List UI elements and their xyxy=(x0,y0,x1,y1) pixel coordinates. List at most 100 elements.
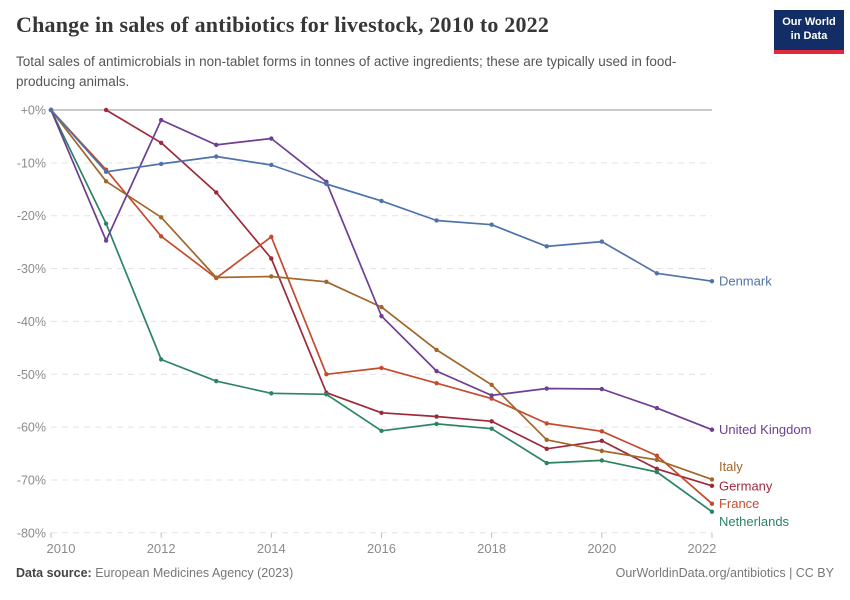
chart-subtitle: Total sales of antimicrobials in non-tab… xyxy=(16,54,677,89)
data-point xyxy=(489,419,494,424)
series-label-netherlands[interactable]: Netherlands xyxy=(719,514,790,529)
series-label-italy[interactable]: Italy xyxy=(719,459,743,474)
data-point xyxy=(654,466,660,472)
data-point xyxy=(324,372,329,377)
page-title: Change in sales of antibiotics for lives… xyxy=(16,12,550,37)
data-point xyxy=(214,378,219,384)
data-point xyxy=(489,222,494,227)
data-point xyxy=(214,154,219,159)
data-point xyxy=(709,483,715,488)
x-axis-tick-label: 2016 xyxy=(367,541,396,556)
y-axis-tick-label: -50% xyxy=(17,368,46,382)
data-point xyxy=(103,169,109,175)
data-point xyxy=(103,179,109,184)
data-point xyxy=(269,162,274,168)
data-point xyxy=(599,448,604,454)
data-point xyxy=(158,161,164,167)
data-point xyxy=(544,244,549,249)
y-axis-tick-label: -60% xyxy=(17,421,46,435)
series-label-germany[interactable]: Germany xyxy=(719,478,773,493)
x-axis-tick-label: 2022 xyxy=(687,541,716,556)
data-point xyxy=(654,271,660,276)
data-point xyxy=(379,410,384,416)
owid-logo-line2: in Data xyxy=(790,30,828,42)
data-point xyxy=(489,426,494,431)
data-point xyxy=(709,427,715,432)
data-point xyxy=(158,357,164,362)
data-point xyxy=(544,386,549,391)
data-point xyxy=(434,381,439,386)
y-axis-tick-label: -70% xyxy=(17,473,46,487)
x-axis-tick-label: 2014 xyxy=(257,541,286,556)
y-axis-tick-label: -40% xyxy=(17,315,46,329)
data-point xyxy=(214,142,219,148)
data-point xyxy=(379,313,384,319)
data-point xyxy=(709,477,715,482)
data-point xyxy=(269,391,274,396)
data-point xyxy=(269,136,274,141)
data-point xyxy=(324,392,329,397)
data-point xyxy=(599,386,604,392)
data-point xyxy=(379,198,384,204)
data-point xyxy=(544,421,549,426)
data-point xyxy=(489,393,494,398)
data-point xyxy=(103,238,109,243)
data-point xyxy=(599,458,604,463)
data-point xyxy=(544,446,549,451)
data-point xyxy=(269,256,274,261)
series-label-denmark[interactable]: Denmark xyxy=(719,274,772,289)
data-point xyxy=(324,279,329,284)
data-point xyxy=(434,421,439,427)
x-axis-tick-label: 2018 xyxy=(477,541,506,556)
series-label-united-kingdom[interactable]: United Kingdom xyxy=(719,422,812,437)
line-netherlands xyxy=(50,109,713,513)
data-source-label: Data source: xyxy=(16,566,92,580)
data-point xyxy=(489,382,494,388)
data-point xyxy=(48,107,54,113)
x-axis-tick-label: 2010 xyxy=(47,541,76,556)
data-point xyxy=(434,368,439,374)
data-point xyxy=(158,117,164,123)
data-point xyxy=(654,405,660,411)
data-point xyxy=(654,453,660,458)
data-source-value: European Medicines Agency (2023) xyxy=(91,566,294,580)
data-point xyxy=(654,469,660,475)
data-point xyxy=(434,414,439,419)
y-axis-tick-label: -20% xyxy=(17,209,46,223)
series-label-france[interactable]: France xyxy=(719,496,759,511)
data-point xyxy=(324,181,329,187)
data-point xyxy=(269,234,274,240)
data-point xyxy=(709,509,715,514)
owid-logo[interactable]: Our World in Data xyxy=(774,10,844,54)
data-point xyxy=(544,437,549,442)
y-axis-tick-label: -80% xyxy=(17,526,46,540)
y-axis-tick-label: +0% xyxy=(21,104,46,118)
data-point xyxy=(103,221,109,226)
data-point xyxy=(434,218,439,223)
data-point xyxy=(599,438,604,444)
data-point xyxy=(379,304,384,310)
data-point xyxy=(214,275,219,280)
data-point xyxy=(599,429,604,434)
data-point xyxy=(379,428,384,433)
data-point xyxy=(654,457,660,463)
data-point xyxy=(214,190,219,195)
data-point xyxy=(544,460,549,466)
owid-logo-line1: Our World xyxy=(782,16,836,29)
data-point xyxy=(158,215,164,220)
data-point xyxy=(269,274,274,279)
data-point xyxy=(599,239,604,244)
data-point xyxy=(103,107,109,113)
data-source: Data source: European Medicines Agency (… xyxy=(16,566,293,580)
x-axis-tick-label: 2012 xyxy=(147,541,176,556)
credit-link[interactable]: OurWorldinData.org/antibiotics | CC BY xyxy=(615,566,834,580)
data-point xyxy=(379,365,384,371)
y-axis-tick-label: -30% xyxy=(17,262,46,276)
x-axis-tick-label: 2020 xyxy=(587,541,616,556)
data-point xyxy=(489,396,494,401)
line-united-kingdom xyxy=(50,109,713,431)
data-point xyxy=(709,279,715,284)
y-axis-tick-label: -10% xyxy=(17,156,46,170)
